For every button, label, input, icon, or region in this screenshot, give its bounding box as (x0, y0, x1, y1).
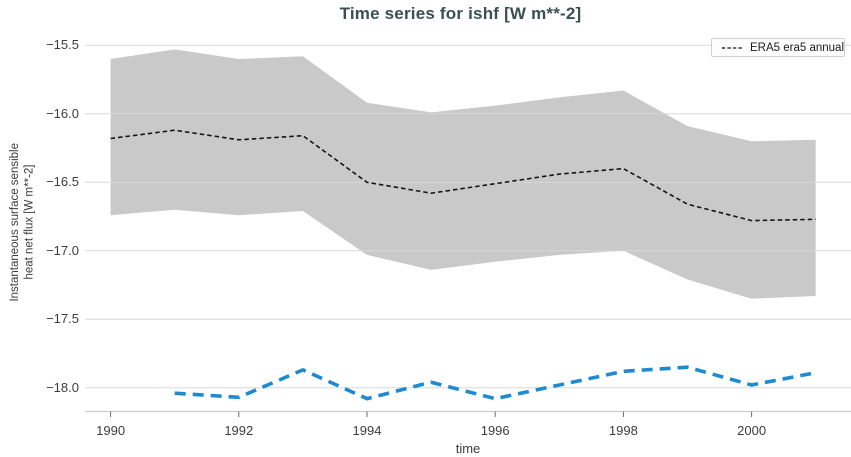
legend-label: ERA5 era5 annual (750, 41, 844, 54)
y-tick-label: −16.0 (46, 105, 79, 121)
x-tick-label: 1996 (480, 423, 510, 438)
uncertainty-band (110, 49, 816, 299)
x-tick-label: 1994 (352, 423, 382, 438)
y-axis-label: Instantaneous surface sensible heat net … (8, 142, 36, 302)
y-axis-label-wrap: Instantaneous surface sensible heat net … (5, 33, 39, 411)
y-tick-label: −17.5 (46, 311, 79, 327)
y-tick-label: −17.0 (46, 242, 79, 258)
legend: ERA5 era5 annual (711, 38, 845, 57)
series-era5-era5-annual (110, 129, 816, 222)
series-unlabeled-blue-series (174, 365, 817, 401)
y-tick-label: −18.0 (46, 379, 79, 395)
x-tick-label: 2000 (737, 423, 767, 438)
y-tick-label: −16.5 (46, 174, 79, 190)
x-tick-label: 1992 (224, 423, 254, 438)
y-tick-label: −15.5 (46, 37, 79, 53)
x-tick-label: 1990 (96, 423, 126, 438)
x-axis-label: time (455, 441, 481, 456)
legend-dash-icon (721, 46, 743, 49)
x-tick-label: 1998 (608, 423, 638, 438)
chart-title: Time series for ishf [W m**-2] (339, 4, 582, 23)
